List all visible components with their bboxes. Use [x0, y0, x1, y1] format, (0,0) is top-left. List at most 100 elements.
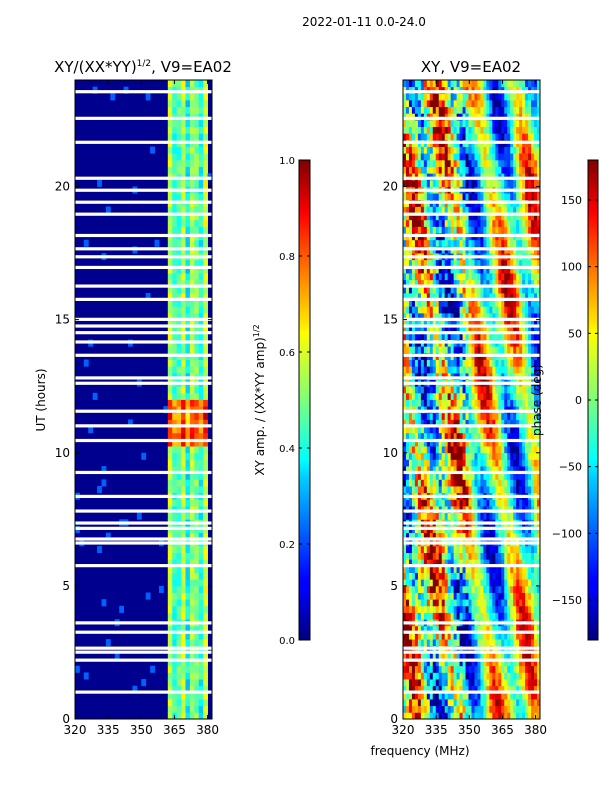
heatmap-cell — [185, 80, 191, 88]
heatmap-cell — [507, 432, 511, 440]
heatmap-cell — [414, 286, 419, 294]
heatmap-cell — [456, 266, 460, 274]
heatmap-cell — [432, 153, 437, 161]
heatmap-cell — [522, 612, 526, 620]
heatmap-cell — [438, 319, 443, 327]
heatmap-cell — [486, 312, 490, 321]
heatmap-cell — [516, 266, 520, 274]
heatmap-cell — [447, 652, 452, 660]
heatmap-cell — [456, 359, 460, 367]
heatmap-cell — [403, 612, 407, 620]
heatmap-cell — [450, 592, 455, 600]
heatmap-cell — [462, 346, 466, 354]
heatmap-cell — [198, 446, 204, 454]
heatmap-cell — [176, 412, 182, 420]
heatmap-cell — [403, 419, 407, 427]
heatmap-cell — [432, 366, 437, 374]
heatmap-cell — [411, 392, 416, 400]
heatmap-cell — [411, 672, 416, 680]
heatmap-cell — [483, 219, 487, 227]
heatmap-cell — [516, 346, 520, 354]
heatmap-cell — [181, 712, 186, 720]
heatmap-cell — [474, 512, 478, 520]
heatmap-cell — [480, 146, 484, 154]
heatmap-cell — [522, 346, 526, 354]
heatmap-cell — [474, 306, 478, 314]
heatmap-cell — [471, 299, 475, 307]
heatmap-cell — [465, 226, 469, 234]
heatmap-cell — [185, 399, 191, 407]
heatmap-cell — [411, 545, 416, 553]
heatmap-cell — [453, 605, 458, 613]
heatmap-cell — [522, 672, 526, 680]
heatmap-cell — [181, 432, 186, 440]
heatmap-cell — [465, 639, 469, 647]
heatmap-cell — [468, 219, 472, 227]
heatmap-cell — [507, 146, 511, 154]
heatmap-cell — [495, 346, 499, 354]
heatmap-cell — [411, 705, 416, 713]
heatmap-cell — [185, 692, 191, 700]
heatmap-cell — [522, 486, 526, 494]
heatmap-cell — [432, 412, 437, 420]
heatmap-cell — [444, 559, 449, 567]
heatmap-cell — [522, 559, 526, 567]
heatmap-cell — [495, 712, 499, 720]
heatmap-cell — [498, 266, 502, 274]
heatmap-cell — [136, 512, 142, 520]
heatmap-cell — [495, 326, 499, 334]
heatmap-cell — [483, 665, 487, 673]
heatmap-cell — [501, 452, 505, 460]
heatmap-cell — [405, 665, 410, 673]
heatmap-cell — [172, 459, 178, 467]
heatmap-cell — [181, 532, 186, 540]
heatmap-cell — [408, 659, 413, 667]
heatmap-cell — [447, 179, 452, 187]
heatmap-cell — [519, 219, 523, 227]
heatmap-cell — [408, 452, 413, 460]
heatmap-cell — [441, 193, 446, 201]
heatmap-cell — [423, 319, 428, 327]
heatmap-cell — [504, 665, 508, 673]
heatmap-cell — [429, 206, 434, 214]
heatmap-cell — [510, 499, 514, 507]
heatmap-cell — [510, 699, 514, 707]
heatmap-cell — [429, 652, 434, 660]
heatmap-cell — [453, 206, 458, 214]
heatmap-cell — [498, 226, 502, 234]
heatmap-cell — [504, 439, 508, 447]
x-tick-label: 380 — [196, 723, 219, 737]
heatmap-cell — [203, 639, 208, 647]
heatmap-cell — [432, 625, 437, 633]
heatmap-cell — [432, 299, 437, 307]
heatmap-cell — [408, 545, 413, 553]
heatmap-cell — [513, 605, 517, 613]
heatmap-cell — [501, 472, 505, 480]
heatmap-cell — [203, 159, 208, 167]
heatmap-cell — [172, 585, 178, 593]
heatmap-cell — [450, 392, 455, 400]
heatmap-cell — [444, 639, 449, 647]
heatmap-cell — [181, 419, 186, 427]
heatmap-cell — [176, 679, 182, 687]
heatmap-cell — [477, 239, 481, 247]
heatmap-cell — [462, 579, 466, 587]
heatmap-cell — [486, 599, 490, 607]
heatmap-cell — [441, 452, 446, 460]
heatmap-cell — [522, 692, 526, 700]
heatmap-cell — [194, 193, 200, 201]
heatmap-cell — [528, 166, 532, 174]
heatmap-cell — [459, 392, 463, 400]
heatmap-cell — [408, 153, 413, 161]
heatmap-cell — [420, 306, 425, 314]
heatmap-cell — [417, 665, 422, 673]
heatmap-cell — [477, 672, 481, 680]
heatmap-cell — [525, 472, 529, 480]
heatmap-cell — [411, 592, 416, 600]
heatmap-cell — [405, 605, 410, 613]
heatmap-cell — [477, 332, 481, 340]
heatmap-cell — [194, 625, 200, 633]
heatmap-cell — [525, 612, 529, 620]
heatmap-cell — [468, 213, 472, 221]
